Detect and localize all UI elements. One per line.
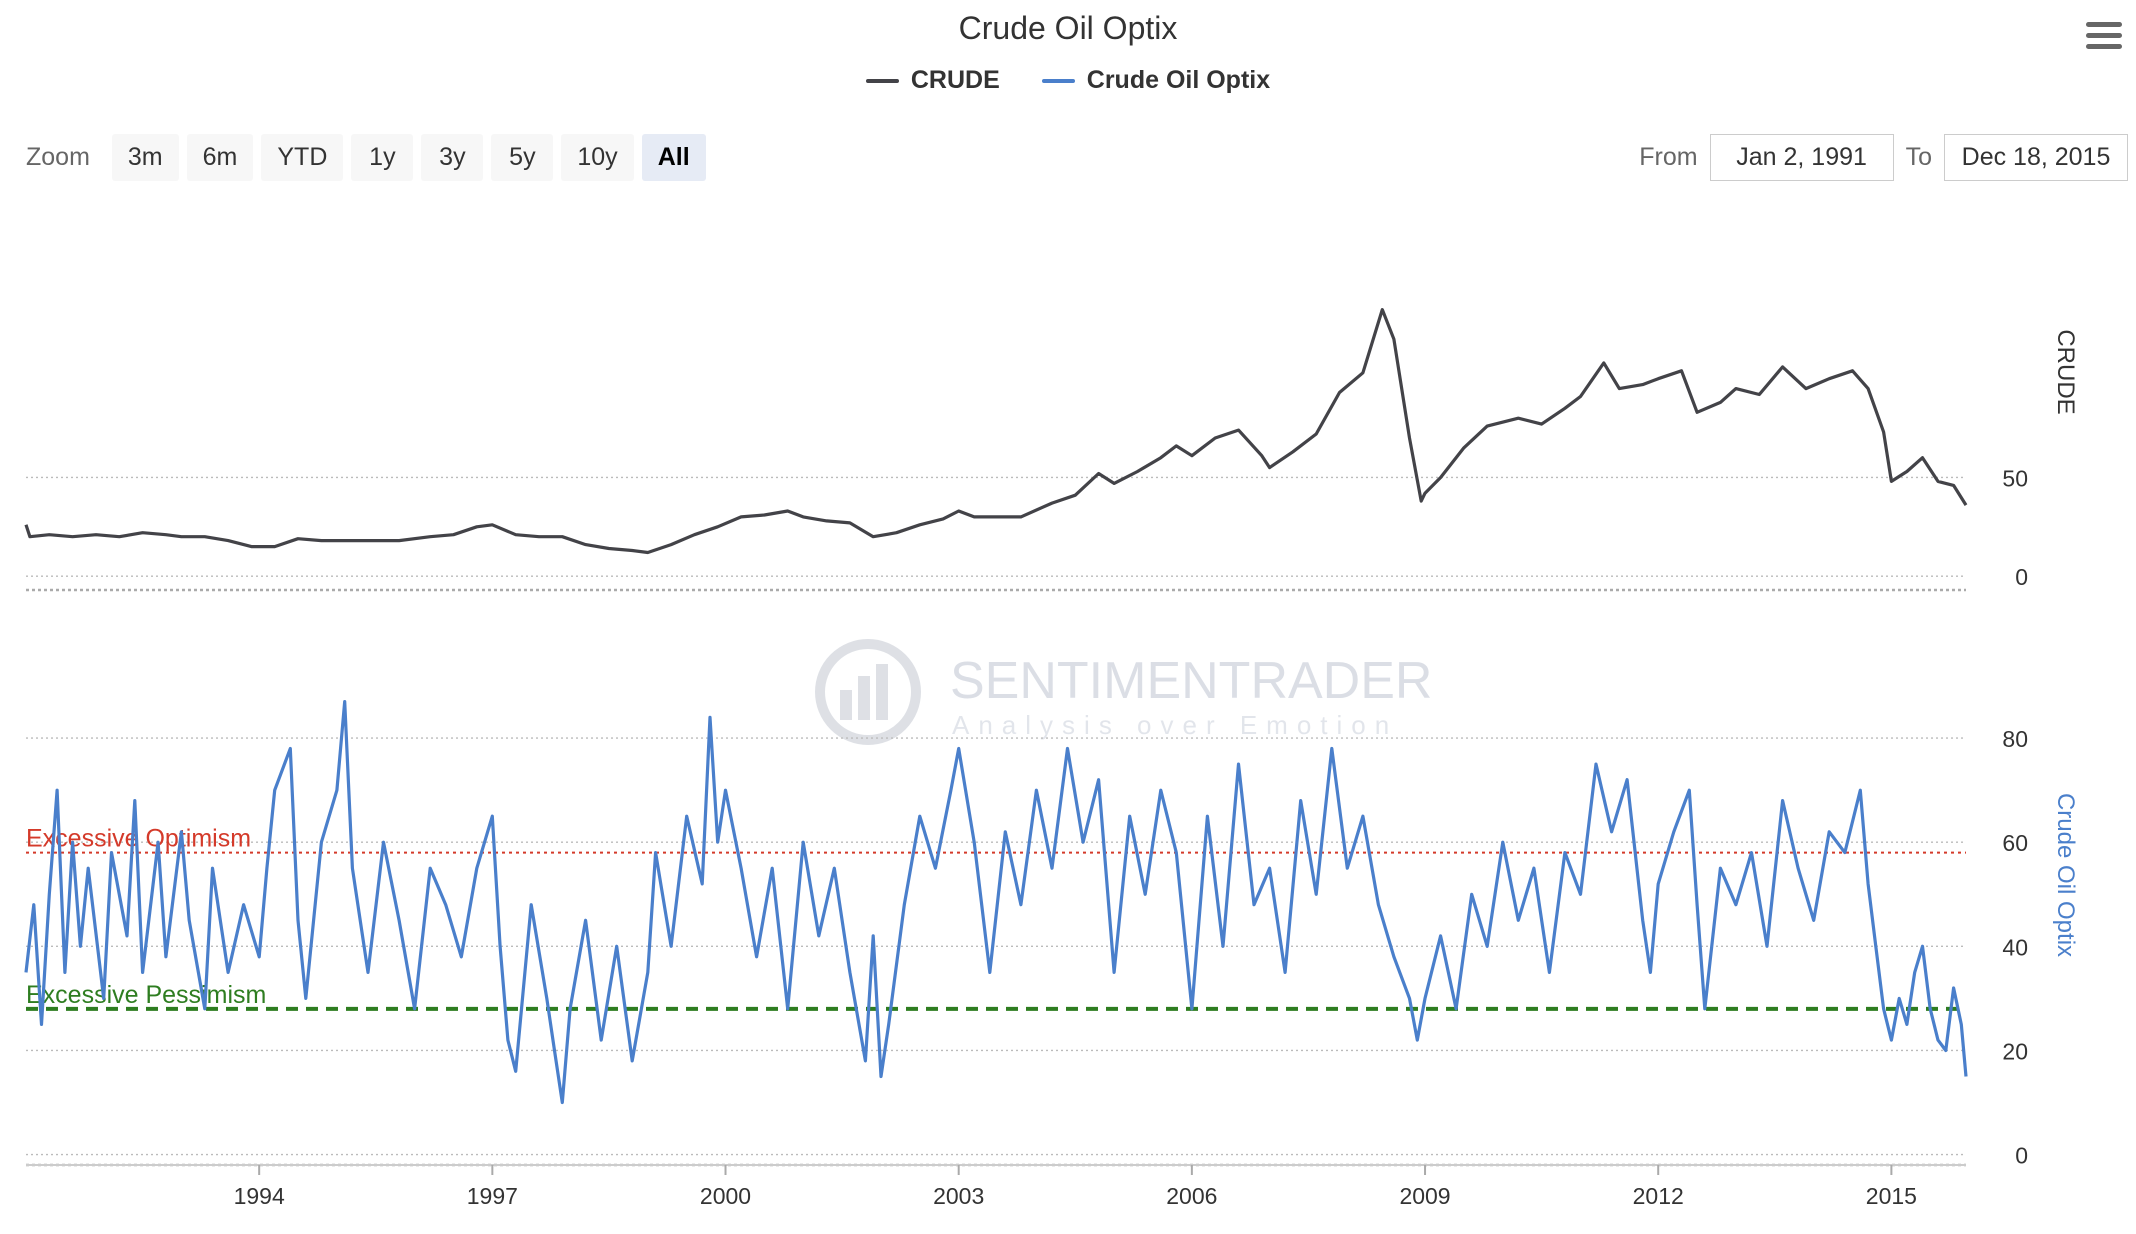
legend-label-crude: CRUDE bbox=[910, 66, 1000, 94]
series-layer bbox=[24, 308, 1968, 1105]
watermark-logo-bar bbox=[876, 664, 888, 720]
crude-series-line[interactable] bbox=[24, 308, 1968, 555]
y-tick-label: 40 bbox=[2002, 934, 2028, 960]
y-tick-label: 0 bbox=[2015, 1143, 2028, 1169]
y-tick-label: 60 bbox=[2002, 830, 2028, 856]
optix-axis-title: Crude Oil Optix bbox=[2052, 793, 2079, 957]
zoom-button-5y[interactable]: 5y bbox=[491, 134, 554, 181]
date-range-selector: From Jan 2, 1991 To Dec 18, 2015 bbox=[1639, 134, 2128, 181]
x-tick-label: 2000 bbox=[700, 1183, 751, 1209]
zoom-button-3y[interactable]: 3y bbox=[421, 134, 484, 181]
x-tick-label: 2009 bbox=[1399, 1183, 1450, 1209]
legend-swatch-optix bbox=[1041, 78, 1075, 83]
legend-label-optix: Crude Oil Optix bbox=[1086, 66, 1271, 94]
zoom-button-10y[interactable]: 10y bbox=[561, 134, 634, 181]
zoom-label: Zoom bbox=[26, 143, 90, 171]
zoom-button-ytd[interactable]: YTD bbox=[261, 134, 344, 181]
to-date-input[interactable]: Dec 18, 2015 bbox=[1944, 134, 2128, 181]
axis-layer: 0 50 CRUDE 0 20 40 60 80 Crude Oil Optix 1994 1997… bbox=[26, 329, 2079, 1209]
x-tick-label: 1994 bbox=[234, 1183, 285, 1209]
from-date-input[interactable]: Jan 2, 1991 bbox=[1709, 134, 1894, 181]
y-tick-label: 20 bbox=[2002, 1038, 2028, 1064]
watermark-logo-icon bbox=[815, 639, 921, 745]
legend-swatch-crude bbox=[865, 78, 899, 83]
y-tick-label: 0 bbox=[2015, 564, 2028, 590]
zoom-bar: Zoom 3m 6m YTD 1y 3y 5y 10y All bbox=[26, 134, 706, 181]
zoom-button-6m[interactable]: 6m bbox=[186, 134, 254, 181]
optix-series-line[interactable] bbox=[24, 700, 1968, 1105]
zoom-button-1y[interactable]: 1y bbox=[351, 134, 414, 181]
x-tick-label: 2012 bbox=[1633, 1183, 1684, 1209]
grid-layer bbox=[26, 476, 1966, 1167]
y-tick-label: 50 bbox=[2002, 465, 2028, 491]
watermark-logo-bar bbox=[858, 676, 870, 720]
legend: CRUDE Crude Oil Optix bbox=[0, 66, 2136, 95]
y-tick-label: 80 bbox=[2002, 726, 2028, 752]
watermark-title: SENTIMENTRADER bbox=[950, 652, 1432, 710]
zoom-button-all[interactable]: All bbox=[641, 134, 706, 181]
from-label: From bbox=[1639, 143, 1698, 171]
zoom-button-3m[interactable]: 3m bbox=[111, 134, 179, 181]
hamburger-menu-icon[interactable] bbox=[2086, 22, 2122, 54]
x-tick-label: 2015 bbox=[1866, 1183, 1917, 1209]
legend-item-optix[interactable]: Crude Oil Optix bbox=[1041, 66, 1271, 95]
chart-title: Crude Oil Optix bbox=[958, 10, 1178, 46]
crude-axis-title: CRUDE bbox=[2052, 329, 2079, 414]
watermark-logo-bar bbox=[840, 690, 852, 720]
x-tick-label: 2006 bbox=[1166, 1183, 1217, 1209]
x-tick-label: 1997 bbox=[467, 1183, 518, 1209]
watermark-subtitle: Analysis over Emotion bbox=[952, 710, 1398, 740]
legend-item-crude[interactable]: CRUDE bbox=[865, 66, 1000, 95]
x-tick-label: 2003 bbox=[933, 1183, 984, 1209]
pessimism-label: Excessive Pessimism bbox=[26, 981, 266, 1009]
to-label: To bbox=[1905, 143, 1932, 171]
watermark: SENTIMENTRADER Analysis over Emotion bbox=[815, 639, 1432, 745]
